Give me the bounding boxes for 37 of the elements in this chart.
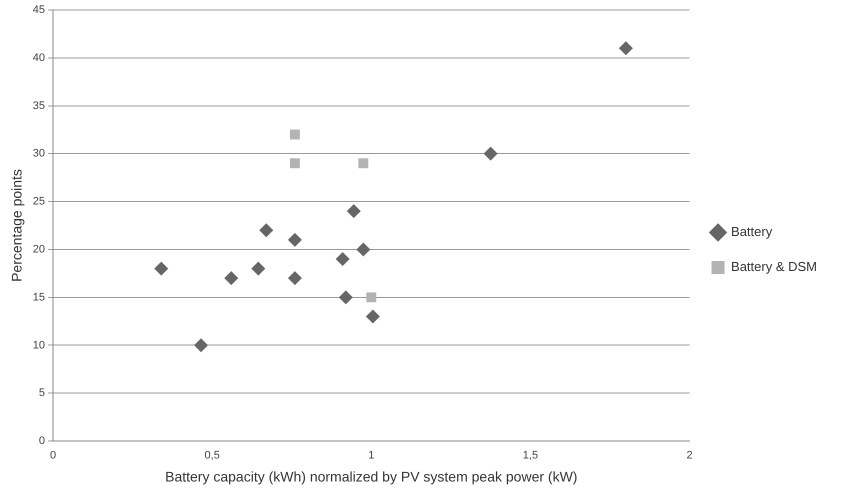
y-axis-title: Percentage points — [8, 169, 24, 282]
point — [356, 242, 370, 256]
legend-label: Battery & DSM — [731, 259, 817, 274]
point — [484, 146, 498, 161]
legend-label: Battery — [731, 224, 773, 240]
x-axis-title: Battery capacity (kWh) normalized by PV system peak power (kW) — [165, 468, 578, 484]
point — [259, 223, 274, 238]
y-tick-label: 30 — [32, 148, 46, 160]
point — [288, 232, 302, 247]
point — [251, 262, 266, 276]
point — [194, 338, 208, 352]
point — [154, 262, 168, 276]
y-tick-label: 40 — [32, 52, 46, 64]
point — [290, 158, 300, 168]
point — [346, 204, 361, 218]
point — [366, 309, 380, 324]
point — [338, 290, 353, 304]
x-tick-label: 1 — [368, 450, 374, 462]
point — [224, 271, 238, 286]
point — [290, 130, 300, 140]
x-tick-label: 0 — [50, 450, 56, 462]
y-tick-label: 45 — [32, 4, 46, 16]
y-tick-label: 5 — [38, 387, 46, 400]
point — [288, 271, 302, 286]
x-tick-label: 0,5 — [204, 450, 220, 462]
y-tick-label: 25 — [32, 196, 46, 208]
x-tick-label: 1,5 — [522, 450, 538, 462]
point — [358, 158, 368, 168]
y-tick-label: 15 — [32, 291, 46, 304]
point — [618, 41, 633, 56]
point — [366, 292, 376, 302]
point — [336, 252, 350, 266]
y-tick-label: 0 — [38, 435, 46, 448]
x-tick-label: 2 — [686, 450, 693, 462]
y-tick-label: 10 — [32, 339, 46, 352]
y-tick-label: 35 — [32, 100, 46, 112]
y-tick-label: 20 — [32, 243, 46, 256]
